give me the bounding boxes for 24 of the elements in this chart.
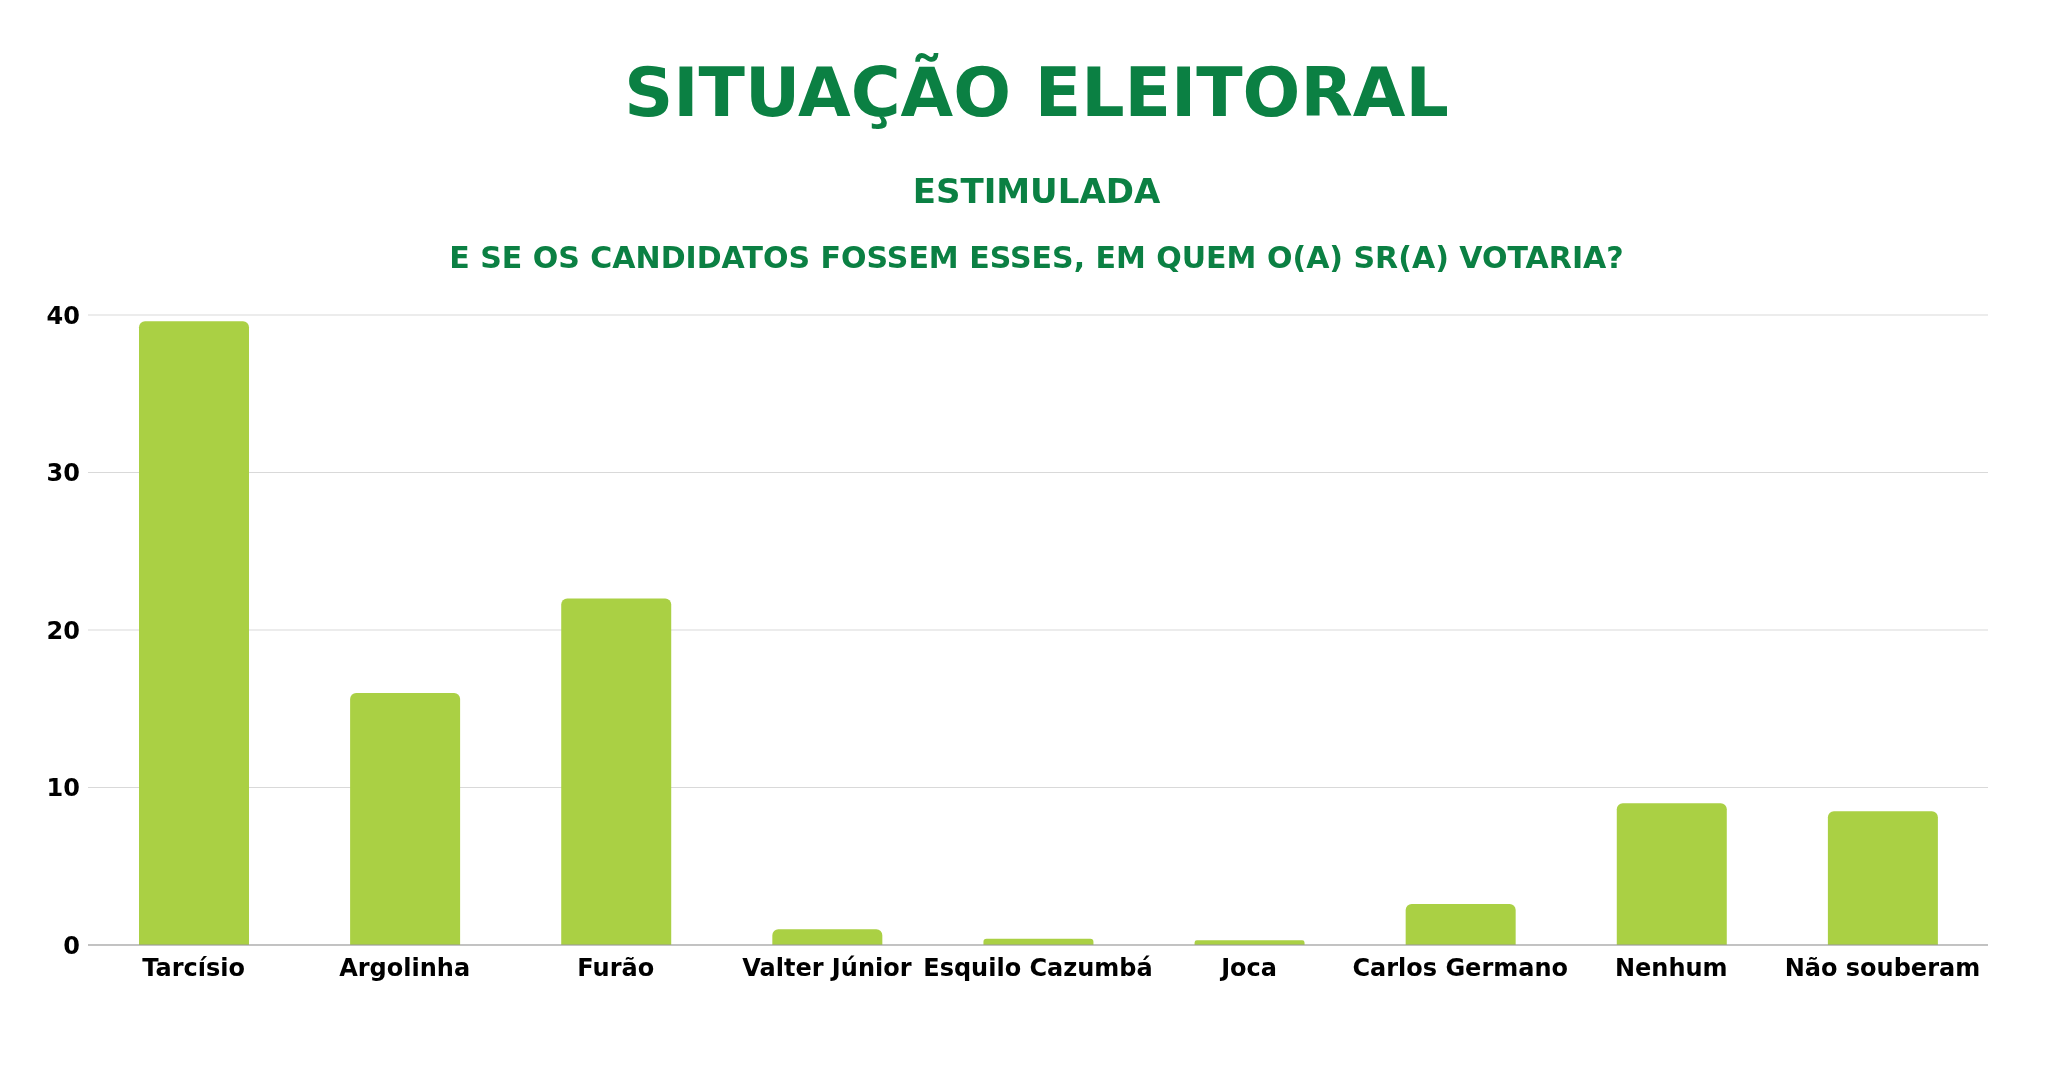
chart-subtitle: ESTIMULADA xyxy=(911,171,1162,211)
x-tick-label: Esquilo Cazumbá xyxy=(923,954,1153,983)
y-tick-label: 40 xyxy=(46,301,80,330)
x-tick-label: Tarcísio xyxy=(142,954,245,983)
x-tick-label: Joca xyxy=(1219,954,1278,983)
bar xyxy=(772,929,883,945)
x-tick-label: Não souberam xyxy=(1784,954,1981,983)
bar xyxy=(1616,803,1727,945)
y-tick-label: 20 xyxy=(46,616,80,645)
bar xyxy=(139,321,249,945)
text: E SE OS CANDIDATOS FOSSEM ESSES, EM QUEM O(A) SR(A) VOTARIA? xyxy=(448,240,1625,275)
y-tick-label: 0 xyxy=(63,931,80,960)
y-tick-label: 30 xyxy=(46,459,80,488)
x-tick-label: Argolinha xyxy=(339,954,471,983)
bar xyxy=(350,693,461,945)
bar xyxy=(1827,811,1938,945)
y-tick-label: 10 xyxy=(46,774,80,803)
chart-title: SITUAÇÃO ELEITORAL xyxy=(623,53,1450,132)
x-tick-label: Valter Júnior xyxy=(742,954,912,983)
bar xyxy=(1405,904,1516,945)
x-tick-label: Nenhum xyxy=(1615,954,1728,983)
bar xyxy=(561,598,672,945)
x-tick-label: Carlos Germano xyxy=(1352,954,1569,983)
x-tick-label: Furão xyxy=(577,954,655,983)
